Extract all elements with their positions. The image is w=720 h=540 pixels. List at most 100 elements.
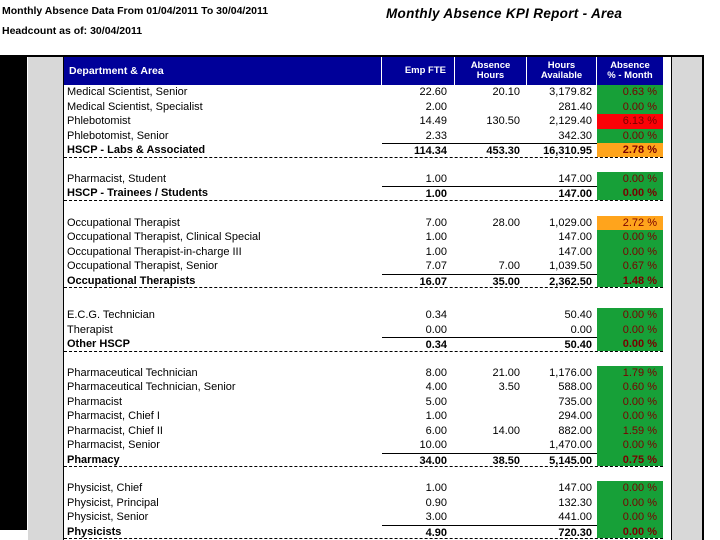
cell-emp-fte: 14.49 (419, 115, 447, 127)
cell-hours-available: 882.00 (558, 424, 592, 437)
table-total-row: Occupational Therapists 16.07 35.00 2,362.5… (64, 273, 663, 288)
cell-absence-pct: 0.00 % (597, 128, 663, 143)
cell-emp-fte: 4.90 (382, 524, 455, 538)
cell-absence-hours: 35.00 (455, 273, 527, 287)
table-row: Occupational Therapist 7.00 28.00 1,029.00 2… (64, 215, 663, 230)
cell-absence-pct: 0.00 % (597, 438, 663, 453)
cell-absence-hours (455, 438, 527, 453)
cell-emp-fte: 1.00 (382, 186, 455, 200)
cell-hours-available: 3,179.82 (549, 86, 592, 98)
table-row: Pharmacist, Chief II 6.00 14.00 882.00 1.59 … (64, 423, 663, 438)
cell-absence-pct: 0.00 % (597, 409, 663, 424)
table-row: Physicist, Chief 1.00 147.00 0.00 % (64, 481, 663, 496)
cell-absence-hours (455, 323, 527, 338)
column-header-emp-fte: Emp FTE (382, 57, 455, 85)
page-border-top (27, 55, 704, 57)
report-headcount-date: Headcount as of: 30/04/2011 (2, 25, 143, 37)
cell-absence-hours (455, 308, 527, 323)
cell-department: Pharmacist, Senior (67, 439, 160, 451)
cell-hours-available: 132.30 (558, 496, 592, 509)
page-border-right (702, 55, 704, 540)
cell-emp-fte: 114.34 (382, 143, 455, 157)
cell-hours-available: 281.40 (558, 100, 592, 113)
cell-absence-hours (455, 395, 527, 410)
cell-emp-fte: 2.00 (425, 100, 447, 113)
cell-department: Occupational Therapist, Senior (67, 260, 218, 272)
cell-absence-pct: 0.00 % (597, 524, 663, 538)
cell-emp-fte: 3.00 (425, 511, 447, 523)
cell-absence-pct: 0.60 % (597, 380, 663, 395)
cell-absence-pct: 0.00 % (597, 230, 663, 245)
cell-emp-fte: 0.34 (382, 337, 455, 351)
table-body: Medical Scientist, Senior 22.60 20.10 3,179… (64, 85, 663, 539)
table-row: Therapist 0.00 0.00 0.00 % (64, 322, 663, 338)
cell-department: Occupational Therapist (67, 216, 180, 229)
cell-department: Physicists (67, 525, 122, 538)
cell-hours-available: 588.00 (558, 381, 592, 393)
table-total-row: HSCP - Labs & Associated 114.34 453.30 16,3… (64, 143, 663, 158)
table-row: Pharmacist 5.00 735.00 0.00 % (64, 394, 663, 410)
cell-emp-fte: 16.07 (382, 273, 455, 287)
group-spacer (64, 467, 663, 481)
cell-absence-hours: 28.00 (492, 216, 520, 229)
cell-hours-available: 5,145.00 (527, 452, 597, 466)
cell-absence-hours (455, 172, 527, 187)
cell-absence-pct: 1.48 % (597, 273, 663, 287)
column-header-absence-pct: Absence % - Month (597, 57, 663, 85)
cell-emp-fte: 22.60 (419, 86, 447, 98)
cell-department: Pharmaceutical Technician, Senior (67, 381, 236, 393)
group-spacer (64, 352, 663, 366)
cell-hours-available: 735.00 (558, 395, 592, 408)
cell-emp-fte: 10.00 (419, 439, 447, 451)
cell-absence-hours (455, 186, 527, 200)
cell-department: Occupational Therapist, Clinical Special (67, 231, 261, 243)
cell-emp-fte: 7.07 (425, 260, 447, 272)
column-header-absence-hours: Absence Hours (455, 57, 527, 85)
cell-absence-pct: 0.00 % (597, 171, 663, 186)
cell-absence-pct: 0.75 % (597, 452, 663, 466)
cell-hours-available: 0.00 (570, 323, 592, 336)
cell-emp-fte: 6.00 (425, 424, 447, 437)
table-row: Phlebotomist 14.49 130.50 2,129.40 6.13 % (64, 114, 663, 129)
cell-hours-available: 50.40 (527, 337, 597, 351)
cell-emp-fte: 1.00 (425, 172, 447, 185)
cell-department: E.C.G. Technician (67, 309, 155, 321)
column-header-department: Department & Area (64, 57, 382, 85)
table-row: Pharmaceutical Technician, Senior 4.00 3.5… (64, 380, 663, 395)
table-header-row: Department & Area Emp FTE Absence Hours Hou… (64, 57, 663, 85)
cell-absence-hours: 130.50 (486, 115, 520, 127)
cell-department: Medical Scientist, Senior (67, 86, 188, 98)
cell-absence-hours (455, 129, 527, 144)
group-spacer (64, 201, 663, 216)
table-total-row: HSCP - Trainees / Students 1.00 147.00 0.00… (64, 186, 663, 201)
cell-emp-fte: 8.00 (425, 366, 447, 379)
column-header-hours-available: Hours Available (527, 57, 597, 85)
cell-absence-hours: 3.50 (498, 381, 520, 393)
cell-hours-available: 1,029.00 (549, 216, 592, 229)
cell-hours-available: 50.40 (564, 309, 592, 321)
cell-absence-pct: 2.72 % (597, 215, 663, 230)
table-row: Occupational Therapist-in-charge III 1.00… (64, 244, 663, 260)
cell-absence-hours (455, 100, 527, 115)
cell-emp-fte: 2.33 (425, 129, 447, 142)
slide-left-bar (0, 55, 27, 530)
cell-department: Pharmacist, Student (67, 172, 167, 185)
cell-emp-fte: 4.00 (425, 381, 447, 393)
table-row: Occupational Therapist, Senior 7.07 7.00 1,… (64, 259, 663, 274)
cell-absence-pct: 0.63 % (597, 85, 663, 100)
cell-absence-hours (455, 245, 527, 260)
table-total-row: Pharmacy 34.00 38.50 5,145.00 0.75 % (64, 452, 663, 467)
cell-emp-fte: 0.00 (425, 323, 447, 336)
cell-absence-pct: 0.00 % (597, 337, 663, 351)
cell-department: Occupational Therapists (67, 274, 196, 287)
cell-emp-fte: 1.00 (425, 482, 447, 494)
cell-emp-fte: 1.00 (425, 245, 447, 258)
table-row: Pharmacist, Senior 10.00 1,470.00 0.00 % (64, 438, 663, 453)
cell-absence-hours (455, 524, 527, 539)
cell-hours-available: 1,039.50 (549, 260, 592, 272)
cell-department: Other HSCP (67, 338, 130, 350)
cell-department: Pharmacist, Chief I (67, 410, 160, 422)
cell-absence-pct: 0.00 % (597, 308, 663, 323)
cell-absence-pct: 2.78 % (597, 143, 663, 157)
